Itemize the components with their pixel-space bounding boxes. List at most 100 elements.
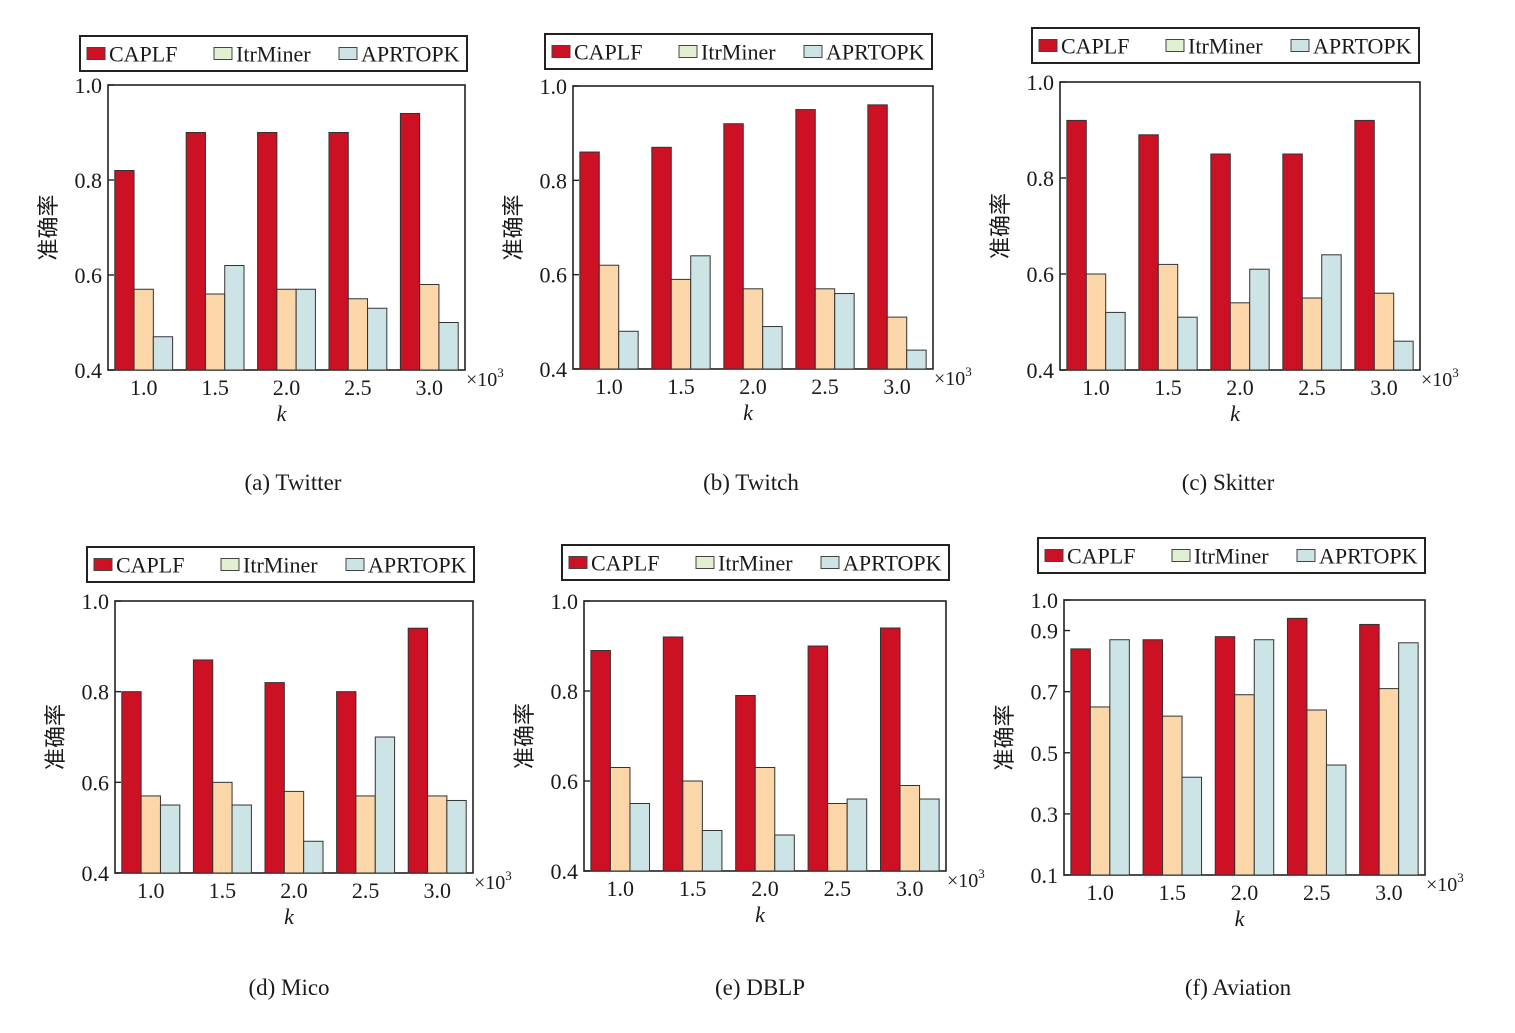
bar-caplf-2.5 [1282,153,1303,371]
legend-swatch-itrminer [1171,549,1191,562]
y-tick-label: 0.9 [1031,619,1059,644]
x-tick-label: 1.0 [595,374,623,399]
bar-itrminer-3.0 [886,316,908,370]
legend-label-caplf: CAPLF [574,40,642,65]
x-tick-label: 2.5 [824,876,852,901]
x-axis-label: k [284,904,295,929]
bar-aprtopk-2.5 [1325,764,1347,876]
bar-aprtopk-2.5 [834,293,855,370]
chart-legend: CAPLF ItrMiner APRTOPK [561,544,950,581]
bar-itrminer-1.5 [212,781,233,874]
panel-caption: (a) Twitter [245,470,342,495]
bar-caplf-1.5 [185,132,206,371]
x-axis-label: k [277,401,288,426]
legend-label-aprtopk: APRTOPK [843,551,942,576]
x-tick-label: 2.0 [1226,375,1254,400]
bar-caplf-2.5 [328,132,349,371]
bar-aprtopk-2.0 [774,834,795,872]
bar-itrminer-1.5 [204,293,226,371]
bar-itrminer-2.5 [1301,297,1323,371]
bar-caplf-2.0 [723,123,744,370]
legend-swatch-aprtopk [345,558,365,571]
bar-aprtopk-2.0 [303,840,324,874]
bar-aprtopk-2.5 [367,307,388,371]
legend-swatch-caplf [551,45,571,58]
x-multiplier: ×103 [934,364,972,390]
y-axis-label: 准确率 [501,194,526,260]
bar-itrminer-3.0 [1373,292,1395,371]
x-multiplier: ×103 [1421,365,1459,391]
x-tick-label: 3.0 [1375,880,1403,905]
x-multiplier: ×103 [1426,870,1464,896]
bar-caplf-3.0 [879,627,901,872]
bar-caplf-2.5 [336,691,357,874]
bar-caplf-1.5 [1138,134,1159,371]
y-tick-label: 0.4 [82,861,110,886]
y-tick-label: 0.3 [1031,802,1059,827]
y-tick-label: 0.4 [540,357,568,382]
legend-swatch-itrminer [220,558,240,571]
legend-label-caplf: CAPLF [116,553,184,578]
bar-aprtopk-1.5 [1177,316,1198,371]
y-tick-label: 0.4 [551,859,579,884]
bar-aprtopk-1.0 [629,803,651,872]
legend-swatch-aprtopk [1296,549,1316,562]
bar-caplf-3.0 [867,104,888,370]
legend-swatch-itrminer [1165,39,1185,52]
y-axis-label: 准确率 [43,704,68,770]
x-tick-label: 2.0 [751,876,779,901]
x-tick-label: 3.0 [416,375,444,400]
legend-label-itrminer: ItrMiner [236,42,311,67]
legend-frame [561,544,950,581]
x-tick-label: 1.0 [606,876,634,901]
chart-legend: CAPLF ItrMiner APRTOPK [1031,27,1420,64]
x-tick-label: 3.0 [423,878,451,903]
legend-swatch-aprtopk [1290,39,1310,52]
y-tick-label: 0.6 [75,263,103,288]
y-axis-label: 准确率 [36,194,61,260]
bar-caplf-2.0 [1210,153,1231,371]
legend-swatch-caplf [1044,549,1064,562]
chart-panel-5: CAPLF ItrMiner APRTOPK 0.4 0.6 0.8 1.0 1.0 1.5 2.… [512,544,985,1000]
bar-caplf-1.0 [121,691,142,874]
bar-aprtopk-3.0 [446,799,467,874]
bar-aprtopk-3.0 [1398,642,1419,876]
y-tick-label: 1.0 [82,589,110,614]
x-tick-label: 2.5 [344,375,372,400]
bar-itrminer-1.5 [1157,263,1179,371]
bar-aprtopk-1.0 [618,330,639,370]
bar-itrminer-1.5 [682,780,703,872]
bar-caplf-1.5 [651,146,672,370]
chart-panel-3: CAPLF ItrMiner APRTOPK 0.4 0.6 0.8 1.0 1.0 1.5 2.… [988,27,1459,495]
legend-swatch-caplf [93,558,113,571]
legend-label-itrminer: ItrMiner [701,40,776,65]
bar-itrminer-2.5 [1306,709,1327,876]
y-tick-label: 0.4 [75,358,103,383]
x-axis-label: k [1230,401,1241,426]
bar-aprtopk-2.0 [1253,639,1275,876]
bar-itrminer-3.0 [419,284,440,371]
x-multiplier: ×103 [947,866,985,892]
x-tick-label: 2.0 [273,375,301,400]
y-tick-label: 0.6 [551,769,579,794]
y-tick-label: 0.1 [1031,863,1059,888]
y-tick-label: 0.8 [540,168,568,193]
legend-swatch-itrminer [695,556,715,569]
legend-label-caplf: CAPLF [109,42,177,67]
legend-swatch-aprtopk [338,47,358,60]
x-tick-label: 1.0 [137,878,165,903]
y-tick-label: 0.6 [540,263,568,288]
legend-frame [544,33,933,70]
x-tick-label: 1.5 [209,878,237,903]
bar-aprtopk-1.0 [152,336,174,371]
bar-aprtopk-1.0 [159,804,181,874]
x-tick-label: 1.0 [1086,880,1114,905]
bar-itrminer-3.0 [1378,688,1400,876]
legend-label-itrminer: ItrMiner [1194,544,1269,569]
bar-itrminer-2.5 [814,288,836,370]
bar-itrminer-1.0 [1089,706,1111,876]
bar-itrminer-2.5 [827,803,848,872]
x-axis-label: k [743,400,754,425]
legend-swatch-caplf [1038,39,1058,52]
